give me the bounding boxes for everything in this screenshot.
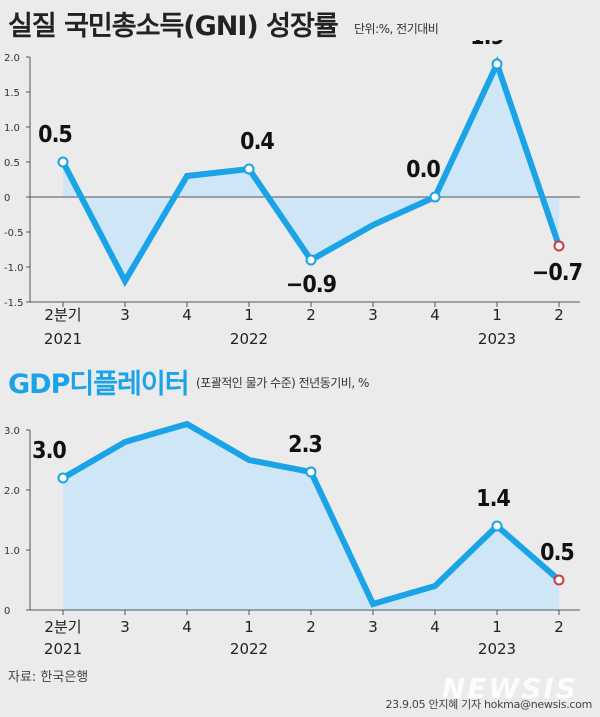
x-tick-label: 3 [120, 306, 130, 324]
x-tick-label: 4 [182, 618, 192, 636]
point-marker [57, 472, 69, 484]
x-tick-label: 2 [554, 618, 564, 636]
x-tick-label: 2 [306, 306, 316, 324]
gni-growth-chart: 2.0 1.5 1.0 0.5 0 -0.5 -1.0 -1.5 2분기 3 4 1 2 3 4 1 2 2021… [4, 40, 583, 348]
data-label: 3.0 [32, 438, 66, 464]
newsis-watermark-logo: NEWSIS [441, 672, 578, 705]
x-tick-label: 4 [182, 306, 192, 324]
y-tick-label: 2.0 [4, 53, 20, 64]
data-label: 1.4 [476, 486, 510, 512]
y-tick-label: 1.5 [4, 88, 20, 99]
data-label: 0.4 [240, 129, 274, 155]
credit-line: 23.9.05 안지혜 기자 hokma@newsis.com [385, 698, 592, 711]
x-tick-label: 3 [368, 306, 378, 324]
x-tick-label: 2 [554, 306, 564, 324]
x-tick-label: 2분기 [44, 618, 81, 636]
x-tick-label: 3 [120, 618, 130, 636]
chart1-title: 실질 국민총소득(GNI) 성장률 [8, 11, 339, 42]
x-tick-label: 1 [492, 618, 502, 636]
year-label: 2023 [478, 640, 516, 658]
chart2-title: GDP디플레이터 [8, 369, 190, 400]
y-tick-label: -1.5 [4, 298, 24, 309]
point-marker [491, 520, 503, 532]
point-marker [491, 58, 503, 70]
chart1-unit-note: 단위:%, 전기대비 [354, 22, 439, 36]
x-tick-label: 1 [244, 618, 254, 636]
x-tick-label: 3 [368, 618, 378, 636]
last-point-marker [553, 574, 565, 586]
data-label: −0.9 [286, 272, 337, 298]
x-tick-label: 2분기 [44, 306, 81, 324]
year-label: 2022 [230, 330, 268, 348]
data-label: 0.0 [406, 157, 440, 183]
year-label: 2021 [44, 330, 82, 348]
x-tick-label: 1 [244, 306, 254, 324]
x-tick-label: 4 [430, 306, 440, 324]
year-label: 2021 [44, 640, 82, 658]
point-marker [243, 163, 255, 175]
x-tick-label: 4 [430, 618, 440, 636]
point-marker [305, 466, 317, 478]
data-label: 0.5 [38, 122, 72, 148]
data-label: −0.7 [532, 260, 582, 286]
y-tick-label: 3.0 [4, 426, 20, 437]
data-label: 2.3 [288, 432, 322, 458]
y-tick-label: 1.0 [4, 546, 20, 557]
point-marker [57, 156, 69, 168]
y-tick-label: 0 [4, 193, 10, 204]
gdp-deflator-chart: 3.0 2.0 1.0 0 2분기 3 4 1 2 3 4 1 2 2021 2022 2023 3.0 2.3 1… [4, 420, 580, 658]
y-tick-label: -0.5 [4, 228, 24, 239]
data-label: 0.5 [540, 540, 574, 566]
x-tick-label: 2 [306, 618, 316, 636]
data-label: 1.9 [470, 40, 504, 50]
y-tick-label: 0.5 [4, 158, 20, 169]
area-fill [63, 424, 559, 610]
y-tick-label: -1.0 [4, 263, 24, 274]
point-marker [429, 191, 441, 203]
source-note: 자료: 한국은행 [8, 670, 89, 685]
y-tick-label: 0 [4, 606, 10, 617]
x-tick-label: 1 [492, 306, 502, 324]
year-label: 2023 [478, 330, 516, 348]
y-tick-label: 1.0 [4, 123, 20, 134]
last-point-marker [553, 240, 565, 252]
year-label: 2022 [230, 640, 268, 658]
y-tick-label: 2.0 [4, 486, 20, 497]
point-marker [305, 254, 317, 266]
chart2-unit-note: (포괄적인 물가 수준) 전년동기비, % [196, 376, 369, 390]
area-fill [63, 64, 559, 281]
